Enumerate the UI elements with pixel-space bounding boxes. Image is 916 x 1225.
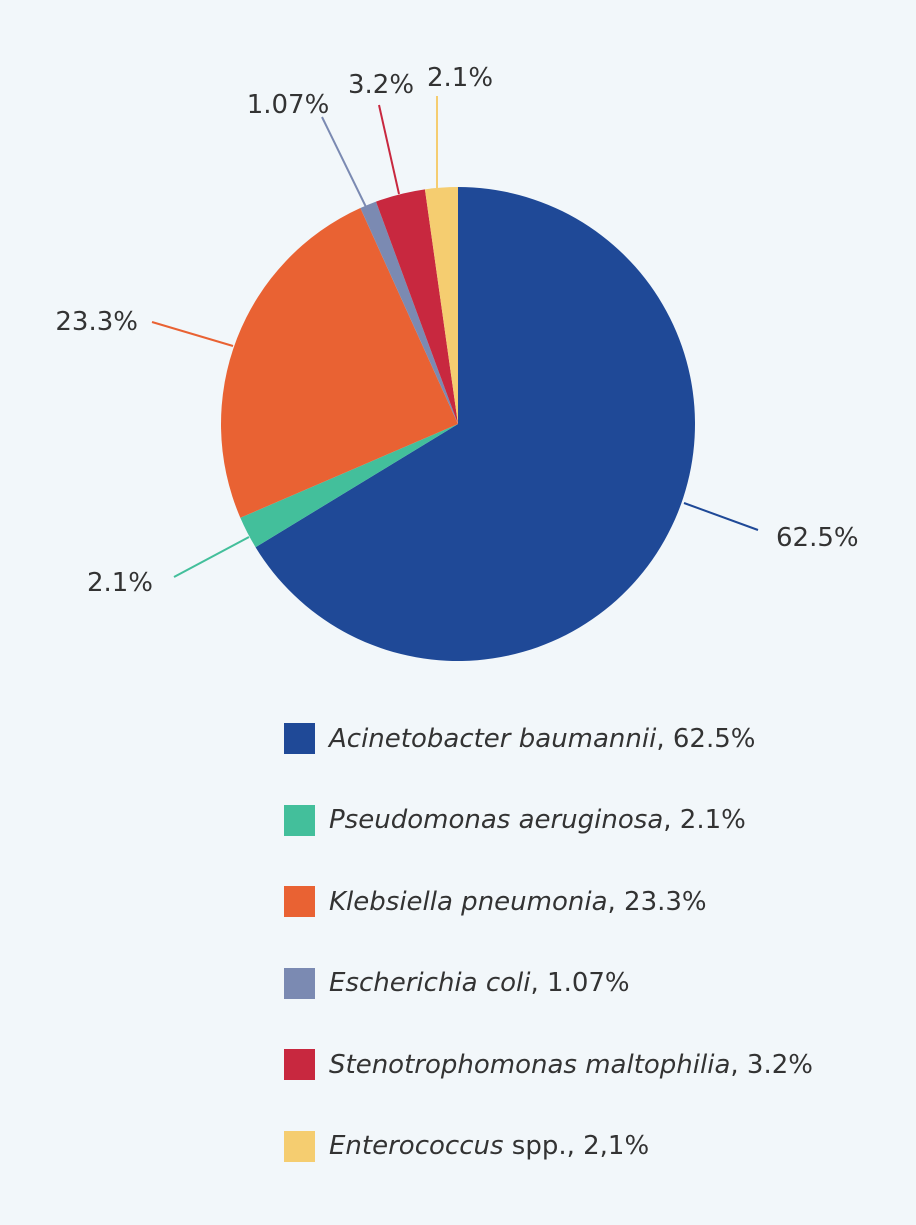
legend-swatch — [284, 1049, 315, 1080]
pie-slice-escherichia-coli — [360, 201, 458, 424]
leader-line-klebsiella-pneumonia — [151, 321, 234, 347]
pie-slice-acinetobacter-baumannii — [255, 187, 695, 662]
legend-species-name: Escherichia coli — [329, 968, 531, 998]
legend-species-name: Enterococcus — [329, 1131, 504, 1161]
pie-slice-klebsiella-pneumonia — [220, 208, 458, 518]
pie-slice-pseudomonas-aeruginosa — [240, 424, 458, 548]
legend-value-text: spp., 2,1% — [503, 1131, 650, 1161]
leader-line-acinetobacter-baumannii — [683, 502, 759, 531]
legend-item-acinetobacter-baumannii: Acinetobacter baumannii, 62.5% — [284, 718, 813, 759]
legend-item-enterococcus-spp: Enterococcus spp., 2,1% — [284, 1126, 813, 1167]
legend-species-name: Klebsiella pneumonia — [329, 886, 608, 917]
legend-label: Klebsiella pneumonia, 23.3% — [329, 887, 707, 917]
legend-swatch — [284, 967, 315, 999]
slice-label-klebsiella-pneumonia: 23.3% — [55, 307, 138, 337]
legend-label: Enterococcus spp., 2,1% — [329, 1131, 649, 1161]
legend-label: Pseudomonas aeruginosa, 2.1% — [329, 805, 746, 835]
slice-label-acinetobacter-baumannii: 62.5% — [776, 523, 859, 553]
legend-species-name: Pseudomonas aeruginosa — [329, 805, 664, 835]
leader-lines — [151, 96, 759, 578]
legend-swatch — [284, 723, 315, 754]
legend-item-stenotrophomonas-maltophilia: Stenotrophomonas maltophilia, 3.2% — [284, 1044, 813, 1085]
legend-value-text: , 62.5% — [656, 723, 756, 754]
pie-chart: 62.5% 2.1% 23.3% 1.07% 3.2% 2.1% — [55, 63, 859, 662]
legend: Acinetobacter baumannii, 62.5% Pseudomona… — [284, 718, 813, 1207]
legend-value-text: , 2.1% — [663, 805, 746, 835]
legend-species-name: Stenotrophomonas maltophilia — [329, 1049, 731, 1080]
legend-swatch — [284, 886, 315, 917]
legend-label: Acinetobacter baumannii, 62.5% — [329, 724, 755, 754]
pie-slice-enterococcus-spp — [424, 187, 458, 424]
slice-labels: 62.5% 2.1% 23.3% 1.07% 3.2% 2.1% — [55, 63, 858, 598]
leader-line-stenotrophomonas-maltophilia — [378, 104, 400, 195]
legend-value-text: , 3.2% — [730, 1049, 813, 1080]
slice-label-stenotrophomonas-maltophilia: 3.2% — [348, 70, 414, 100]
legend-label: Stenotrophomonas maltophilia, 3.2% — [329, 1050, 813, 1080]
slice-label-escherichia-coli: 1.07% — [247, 90, 330, 120]
legend-swatch — [284, 1130, 315, 1162]
slice-label-enterococcus-spp: 2.1% — [427, 63, 493, 93]
pie-slices — [220, 187, 695, 662]
legend-label: Escherichia coli, 1.07% — [329, 968, 630, 998]
legend-item-escherichia-coli: Escherichia coli, 1.07% — [284, 963, 813, 1004]
legend-item-pseudomonas-aeruginosa: Pseudomonas aeruginosa, 2.1% — [284, 800, 813, 841]
leader-line-escherichia-coli — [321, 116, 367, 208]
pie-slice-stenotrophomonas-maltophilia — [376, 189, 458, 424]
leader-line-pseudomonas-aeruginosa — [173, 536, 250, 578]
legend-swatch — [284, 804, 315, 836]
legend-species-name: Acinetobacter baumannii — [329, 723, 657, 754]
legend-item-klebsiella-pneumonia: Klebsiella pneumonia, 23.3% — [284, 881, 813, 922]
slice-label-pseudomonas-aeruginosa: 2.1% — [87, 568, 153, 598]
legend-value-text: , 23.3% — [607, 886, 707, 917]
legend-value-text: , 1.07% — [530, 968, 630, 998]
